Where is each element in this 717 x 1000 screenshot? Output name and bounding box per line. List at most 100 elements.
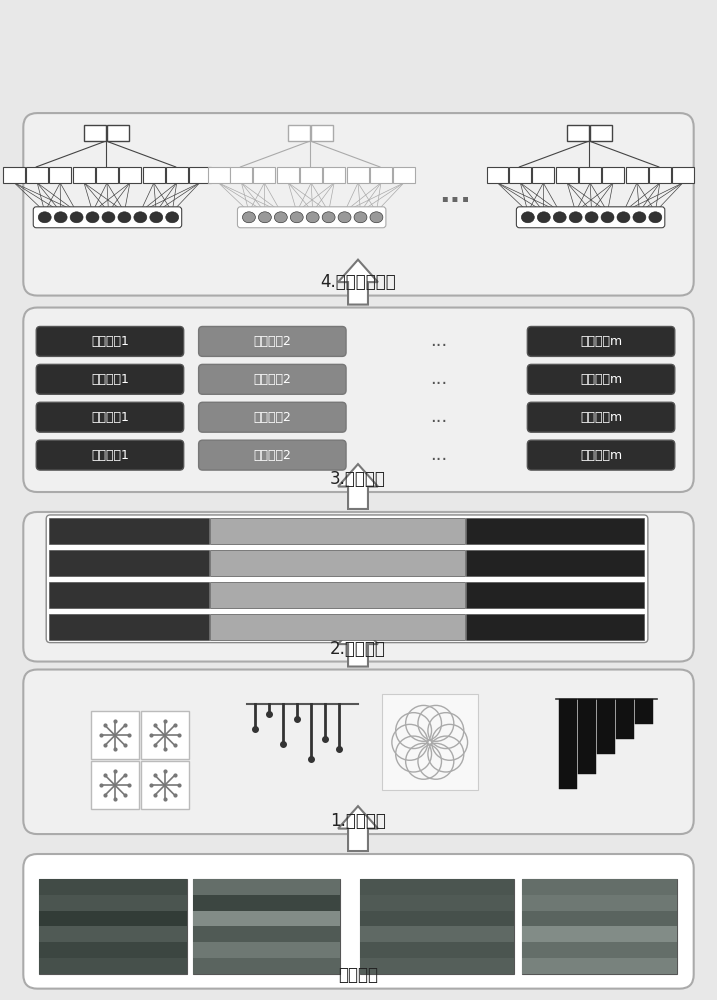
- FancyBboxPatch shape: [527, 440, 675, 470]
- Ellipse shape: [354, 212, 367, 223]
- FancyBboxPatch shape: [579, 167, 601, 183]
- Text: 编码子串1: 编码子串1: [91, 335, 129, 348]
- FancyBboxPatch shape: [199, 440, 346, 470]
- FancyBboxPatch shape: [49, 518, 209, 544]
- FancyBboxPatch shape: [193, 942, 340, 958]
- Text: 编码子串2: 编码子串2: [253, 373, 291, 386]
- FancyBboxPatch shape: [370, 167, 392, 183]
- FancyBboxPatch shape: [230, 167, 252, 183]
- FancyBboxPatch shape: [189, 167, 211, 183]
- FancyBboxPatch shape: [466, 518, 644, 544]
- FancyBboxPatch shape: [323, 167, 345, 183]
- Ellipse shape: [370, 212, 383, 223]
- FancyBboxPatch shape: [24, 854, 693, 989]
- Ellipse shape: [275, 212, 288, 223]
- FancyBboxPatch shape: [24, 670, 693, 834]
- FancyBboxPatch shape: [141, 761, 189, 809]
- Text: 图像数据: 图像数据: [338, 966, 378, 984]
- FancyBboxPatch shape: [96, 167, 118, 183]
- FancyBboxPatch shape: [24, 308, 693, 492]
- Ellipse shape: [338, 212, 351, 223]
- FancyBboxPatch shape: [37, 440, 184, 470]
- Text: 编码子串2: 编码子串2: [253, 335, 291, 348]
- FancyBboxPatch shape: [210, 614, 465, 640]
- FancyBboxPatch shape: [616, 699, 634, 739]
- FancyBboxPatch shape: [360, 879, 514, 895]
- Text: 编码子串m: 编码子串m: [580, 411, 622, 424]
- FancyBboxPatch shape: [649, 167, 671, 183]
- Polygon shape: [338, 806, 378, 851]
- FancyBboxPatch shape: [626, 167, 648, 183]
- FancyBboxPatch shape: [466, 550, 644, 576]
- FancyBboxPatch shape: [590, 125, 612, 141]
- Text: 1.提取特征: 1.提取特征: [330, 812, 386, 830]
- FancyBboxPatch shape: [210, 582, 465, 608]
- Ellipse shape: [649, 212, 662, 223]
- Text: ...: ...: [430, 370, 447, 388]
- FancyBboxPatch shape: [27, 167, 48, 183]
- FancyBboxPatch shape: [193, 879, 340, 974]
- FancyBboxPatch shape: [199, 364, 346, 394]
- FancyBboxPatch shape: [166, 167, 188, 183]
- FancyBboxPatch shape: [360, 895, 514, 911]
- FancyBboxPatch shape: [199, 402, 346, 432]
- FancyBboxPatch shape: [277, 167, 299, 183]
- Ellipse shape: [70, 212, 83, 223]
- Ellipse shape: [86, 212, 99, 223]
- FancyBboxPatch shape: [532, 167, 554, 183]
- Text: 3.编码分割: 3.编码分割: [330, 470, 386, 488]
- FancyBboxPatch shape: [119, 167, 141, 183]
- FancyBboxPatch shape: [523, 879, 677, 974]
- FancyBboxPatch shape: [24, 113, 693, 296]
- FancyBboxPatch shape: [210, 518, 465, 544]
- FancyBboxPatch shape: [360, 879, 514, 974]
- FancyBboxPatch shape: [24, 512, 693, 662]
- FancyBboxPatch shape: [91, 711, 139, 759]
- FancyBboxPatch shape: [33, 207, 181, 228]
- Text: 编码子串m: 编码子串m: [580, 335, 622, 348]
- Text: 编码子串m: 编码子串m: [580, 449, 622, 462]
- Text: 4.建立磁盘索引: 4.建立磁盘索引: [320, 273, 396, 291]
- FancyBboxPatch shape: [523, 911, 677, 926]
- FancyBboxPatch shape: [360, 926, 514, 942]
- FancyBboxPatch shape: [288, 125, 310, 141]
- FancyBboxPatch shape: [237, 207, 386, 228]
- FancyBboxPatch shape: [578, 699, 596, 774]
- FancyBboxPatch shape: [523, 958, 677, 974]
- Text: 编码子串2: 编码子串2: [253, 411, 291, 424]
- Text: ...: ...: [430, 408, 447, 426]
- FancyBboxPatch shape: [91, 761, 139, 809]
- Ellipse shape: [617, 212, 630, 223]
- FancyBboxPatch shape: [39, 895, 186, 911]
- FancyBboxPatch shape: [509, 167, 531, 183]
- Ellipse shape: [601, 212, 614, 223]
- Text: ...: ...: [439, 180, 470, 208]
- Ellipse shape: [633, 212, 646, 223]
- FancyBboxPatch shape: [143, 167, 165, 183]
- Polygon shape: [338, 622, 378, 667]
- FancyBboxPatch shape: [39, 942, 186, 958]
- FancyBboxPatch shape: [300, 167, 322, 183]
- FancyBboxPatch shape: [193, 926, 340, 942]
- FancyBboxPatch shape: [49, 550, 209, 576]
- FancyBboxPatch shape: [527, 402, 675, 432]
- Ellipse shape: [537, 212, 550, 223]
- FancyBboxPatch shape: [46, 515, 648, 643]
- FancyBboxPatch shape: [37, 402, 184, 432]
- Ellipse shape: [150, 212, 163, 223]
- FancyBboxPatch shape: [523, 879, 677, 895]
- Ellipse shape: [118, 212, 131, 223]
- FancyBboxPatch shape: [141, 711, 189, 759]
- Ellipse shape: [554, 212, 566, 223]
- FancyBboxPatch shape: [49, 167, 71, 183]
- FancyBboxPatch shape: [556, 167, 578, 183]
- FancyBboxPatch shape: [39, 879, 186, 895]
- FancyBboxPatch shape: [37, 364, 184, 394]
- FancyBboxPatch shape: [193, 958, 340, 974]
- FancyBboxPatch shape: [39, 926, 186, 942]
- FancyBboxPatch shape: [382, 694, 478, 790]
- FancyBboxPatch shape: [360, 958, 514, 974]
- FancyBboxPatch shape: [49, 614, 209, 640]
- FancyBboxPatch shape: [527, 364, 675, 394]
- Text: ...: ...: [430, 332, 447, 350]
